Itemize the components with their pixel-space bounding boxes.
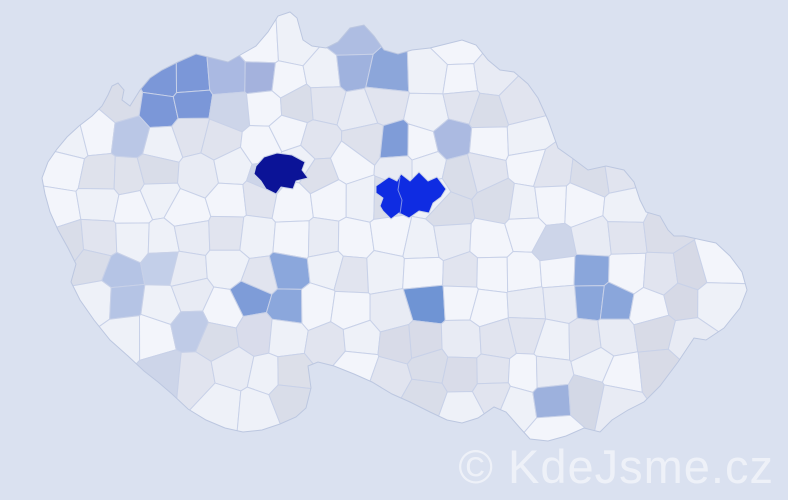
map-region[interactable] [535, 355, 575, 389]
map-region[interactable] [172, 89, 214, 119]
map-region-highlight-dark-navy-region[interactable] [253, 152, 309, 195]
map-region[interactable] [440, 319, 482, 359]
map-region[interactable] [508, 182, 540, 220]
map-region[interactable] [337, 216, 375, 259]
map-region[interactable] [473, 0, 588, 97]
map-region[interactable] [402, 256, 444, 290]
map-region[interactable] [694, 170, 788, 286]
map-region[interactable] [0, 43, 89, 160]
map-region[interactable] [498, 7, 614, 126]
map-region[interactable] [75, 187, 120, 222]
map-region[interactable] [406, 24, 448, 95]
map-region[interactable] [697, 282, 788, 394]
map-region[interactable] [30, 315, 141, 431]
map-region[interactable] [5, 280, 112, 394]
map-region[interactable] [506, 286, 547, 320]
map-region[interactable] [268, 318, 309, 358]
map-region[interactable] [175, 0, 211, 94]
map-region[interactable] [442, 63, 479, 95]
highlight-inner-border [397, 176, 403, 215]
map-region[interactable] [642, 133, 758, 254]
map-region[interactable] [268, 384, 356, 491]
map-region[interactable] [109, 283, 146, 320]
map-region-highlight-bright-blue-region[interactable] [375, 171, 447, 220]
map-region[interactable] [574, 285, 605, 322]
map-region[interactable] [542, 284, 578, 325]
map-region[interactable] [208, 215, 245, 251]
map-region[interactable] [573, 253, 610, 287]
map-region[interactable] [173, 220, 211, 256]
map-region[interactable] [307, 216, 340, 258]
map-region[interactable] [539, 255, 576, 289]
map-region[interactable] [379, 118, 409, 159]
map-region[interactable] [476, 256, 509, 294]
map-region[interactable] [0, 218, 85, 339]
map-region[interactable] [244, 61, 276, 95]
map-region[interactable] [607, 221, 648, 255]
map-region[interactable] [569, 97, 610, 198]
map-region[interactable] [637, 348, 755, 464]
map-region[interactable] [69, 349, 182, 469]
map-region[interactable] [441, 356, 478, 393]
map-region[interactable] [173, 0, 279, 64]
map-region[interactable] [86, 0, 178, 98]
map-region[interactable] [532, 383, 572, 419]
map-region[interactable] [477, 414, 646, 500]
map-region[interactable] [593, 384, 711, 497]
map-region[interactable] [506, 251, 543, 293]
map-region[interactable] [26, 8, 144, 124]
map-region[interactable] [366, 250, 405, 295]
map-region[interactable] [594, 75, 714, 194]
map-region[interactable] [476, 353, 511, 385]
map-region[interactable] [667, 317, 782, 435]
country-border [41, 11, 748, 442]
map-region[interactable] [239, 214, 276, 259]
